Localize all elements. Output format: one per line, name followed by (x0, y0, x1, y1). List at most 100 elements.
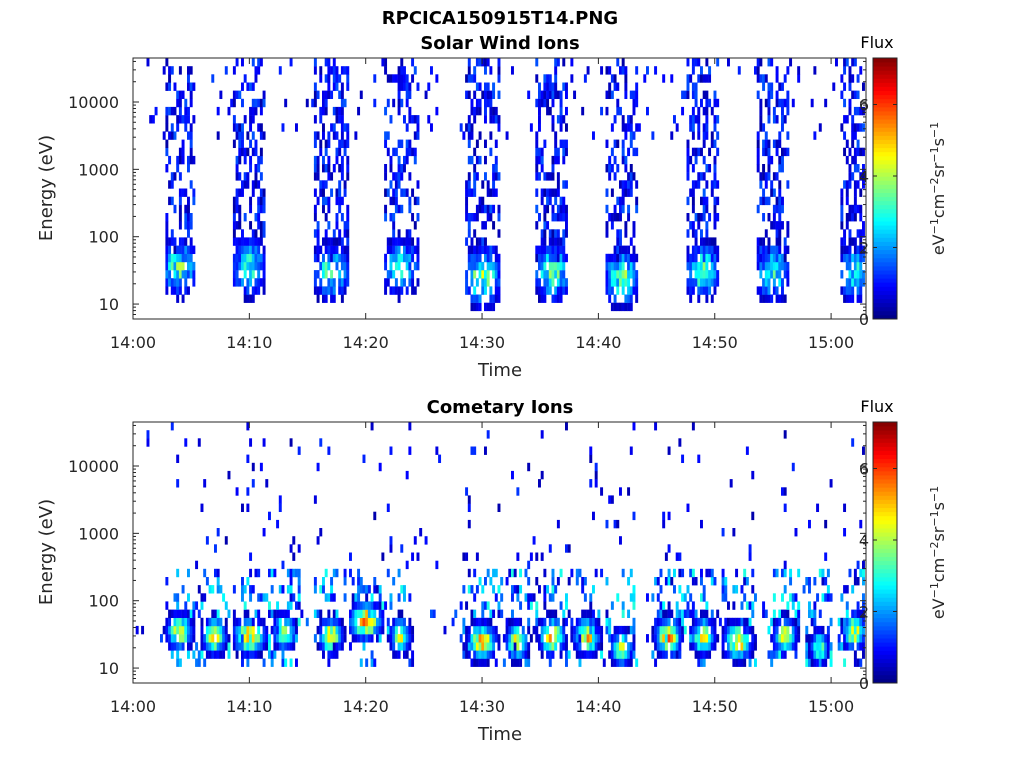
heatmap-cell (778, 237, 782, 246)
heatmap-cell (251, 617, 255, 627)
heatmap-cell (205, 536, 209, 545)
heatmap-cell (764, 147, 768, 157)
heatmap-cell (646, 593, 649, 602)
heatmap-cell (600, 634, 604, 643)
heatmap-cell (268, 634, 271, 643)
heatmap-cell (700, 172, 703, 181)
heatmap-cell (473, 270, 477, 279)
heatmap-cell (289, 634, 293, 643)
heatmap-cell (654, 617, 658, 627)
heatmap-cell (772, 286, 776, 295)
heatmap-cell (797, 568, 801, 578)
heatmap-cell (708, 270, 712, 279)
heatmap-cell (845, 609, 849, 619)
heatmap-cell (570, 74, 574, 83)
heatmap-cell (165, 270, 169, 279)
heatmap-cell (516, 642, 520, 651)
heatmap-cell (775, 229, 779, 238)
heatmap-cell (511, 617, 514, 627)
heatmap-cell (781, 634, 784, 643)
heatmap-cell (349, 568, 352, 578)
heatmap-cell (546, 609, 550, 619)
heatmap-cell (146, 438, 150, 447)
heatmap-cell (775, 74, 779, 83)
colorbar-segment (873, 278, 897, 283)
heatmap-cell (359, 658, 363, 667)
heatmap-cell (856, 90, 860, 100)
colorbar-segment (873, 605, 897, 610)
heatmap-cell (384, 253, 388, 263)
heatmap-cell (724, 634, 728, 643)
heatmap-cell (656, 634, 660, 643)
heatmap-cell (845, 253, 849, 263)
heatmap-cell (853, 270, 857, 279)
heatmap-cell (700, 617, 703, 627)
heatmap-cell (691, 147, 695, 157)
heatmap-cell (624, 634, 628, 643)
heatmap-cell (700, 196, 703, 206)
heatmap-cell (378, 593, 382, 602)
heatmap-cell (465, 642, 469, 651)
heatmap-cell (627, 204, 631, 214)
heatmap-cell (484, 642, 487, 651)
heatmap-cell (759, 196, 763, 206)
heatmap-cell (392, 221, 396, 230)
heatmap-cell (405, 237, 409, 246)
heatmap-cell (384, 164, 388, 173)
heatmap-cell (403, 245, 406, 255)
heatmap-cell (259, 147, 263, 157)
heatmap-cell (619, 253, 622, 263)
heatmap-cell (856, 139, 860, 149)
heatmap-cell (559, 196, 563, 206)
heatmap-cell (797, 634, 801, 643)
heatmap-cell (632, 229, 636, 238)
heatmap-cell (551, 270, 555, 279)
heatmap-cell (343, 286, 347, 295)
heatmap-cell (859, 642, 863, 651)
heatmap-cell (540, 164, 544, 173)
heatmap-cell (289, 585, 293, 594)
heatmap-cell (686, 139, 690, 149)
heatmap-cell (470, 106, 474, 116)
heatmap-cell (621, 155, 625, 165)
heatmap-cell (394, 196, 398, 206)
heatmap-cell (713, 155, 717, 165)
heatmap-cell (243, 237, 247, 246)
heatmap-cells (135, 422, 865, 667)
heatmap-cell (543, 568, 547, 578)
heatmap-cell (556, 237, 560, 246)
heatmap-cell (467, 245, 471, 255)
heatmap-cell (851, 585, 855, 594)
heatmap-cell (535, 270, 539, 279)
heatmap-cell (767, 253, 771, 263)
heatmap-cell (475, 245, 479, 255)
heatmap-cell (532, 625, 536, 635)
heatmap-cell (705, 74, 709, 83)
heatmap-cell (608, 90, 612, 100)
heatmap-cell (346, 213, 350, 222)
heatmap-cell (362, 617, 366, 627)
heatmap-cell (673, 625, 676, 635)
heatmap-cell (673, 568, 676, 578)
heatmap-cell (589, 446, 593, 455)
heatmap-cell (516, 552, 520, 561)
heatmap-cell (227, 470, 231, 480)
heatmap-cell (292, 617, 296, 627)
colorbar-segment (873, 548, 897, 553)
heatmap-cell (691, 642, 695, 651)
heatmap-cell (335, 66, 339, 75)
heatmap-cell (362, 634, 366, 643)
heatmap-cell (848, 164, 852, 173)
heatmap-cell (486, 188, 490, 197)
heatmap-cell (340, 98, 344, 108)
heatmap-cell (278, 625, 282, 635)
heatmap-cell (481, 180, 485, 189)
heatmap-cell (710, 253, 714, 263)
heatmap-cell (762, 196, 766, 206)
heatmap-cell (249, 625, 253, 635)
heatmap-cell (772, 634, 776, 643)
heatmap-cell (184, 438, 188, 447)
heatmap-cell (783, 430, 787, 439)
heatmap-cell (400, 237, 404, 246)
heatmap-cell (394, 650, 398, 659)
